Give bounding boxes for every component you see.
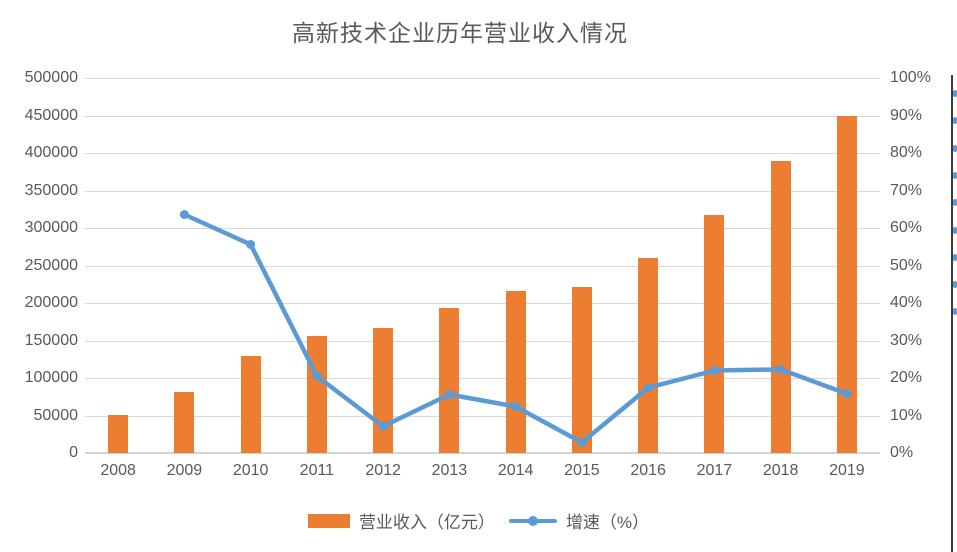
legend: 营业收入（亿元） 增速（%）: [0, 508, 957, 533]
growth-line-series: [179, 210, 852, 447]
bar-2019: [836, 115, 857, 453]
chart-title: 高新技术企业历年营业收入情况: [292, 21, 628, 46]
growth-line-marker: [378, 421, 388, 431]
x-tick-label-2012: 2012: [365, 462, 401, 479]
growth-line-marker: [246, 240, 256, 249]
y-left-tick-label: 350000: [24, 181, 78, 199]
bar-2015: [571, 286, 592, 453]
y-right-tick-label: 70%: [890, 181, 923, 199]
gridline: [85, 228, 880, 229]
bar-2013: [439, 308, 460, 453]
y-right-tick-label: 50%: [890, 256, 923, 274]
y-right-tick-label: 40%: [890, 294, 923, 311]
gridline: [85, 153, 880, 154]
edge-mark-icon: [953, 199, 957, 207]
gridline: [85, 340, 880, 342]
growth-line-marker: [643, 383, 653, 393]
x-tick-label-2014: 2014: [497, 462, 534, 479]
y-left-tick-label: 250000: [24, 256, 78, 274]
y-right-tick-label: 90%: [890, 106, 923, 124]
x-axis-line: [85, 452, 880, 454]
y-left-tick-label: 100000: [24, 369, 78, 386]
growth-swatch-icon: [508, 515, 557, 526]
edge-mark-icon: [953, 117, 957, 125]
legend-item-growth: 增速（%）: [508, 508, 650, 533]
right-border-line: [951, 75, 953, 552]
bar-2018: [770, 161, 791, 453]
edge-mark-icon: [953, 90, 957, 97]
plot-area: 0 50000 100000 150000 200000 250000 300000 3500…: [25, 69, 931, 479]
growth-line-marker: [312, 371, 322, 381]
growth-line-marker: [842, 389, 852, 399]
edge-mark-icon: [953, 253, 957, 261]
x-tick-label-2008: 2008: [100, 462, 136, 479]
gridline: [85, 303, 880, 304]
y-left-tick-label: 50000: [33, 406, 79, 424]
y-right-tick-label: 80%: [890, 144, 923, 161]
y-right-tick-label: 60%: [890, 219, 923, 236]
edge-mark-icon: [953, 171, 957, 179]
bar-2008: [108, 414, 129, 453]
y-left-tick-label: 400000: [24, 144, 78, 161]
y-right-tick-label: 100%: [890, 69, 931, 86]
y-left-tick-label: 200000: [24, 294, 78, 311]
y-right-tick-label: 30%: [890, 331, 923, 349]
gridline: [85, 378, 880, 379]
y-right-tick-label: 10%: [890, 406, 923, 424]
edge-mark-icon: [953, 226, 957, 234]
edge-mark-icon: [953, 281, 957, 289]
revenue-swatch-icon: [307, 513, 350, 528]
gridline: [85, 78, 880, 79]
y-left-tick-label: 500000: [24, 69, 78, 86]
y-left-tick-label: 450000: [24, 106, 78, 124]
y-left-tick-label: 150000: [24, 331, 78, 349]
y-left-tick-label: 300000: [24, 219, 78, 236]
bar-2009: [174, 391, 195, 453]
x-tick-label-2017: 2017: [696, 462, 733, 479]
x-tick-label-2010: 2010: [232, 462, 269, 479]
edge-mark-icon: [953, 144, 957, 152]
x-tick-label-2019: 2019: [829, 462, 865, 479]
bar-2017: [704, 214, 725, 453]
x-tick-label-2015: 2015: [564, 462, 600, 479]
bar-2016: [638, 258, 659, 453]
gridline: [85, 115, 880, 117]
gridline: [85, 190, 880, 192]
growth-line-marker: [511, 402, 521, 411]
legend-label-revenue: 营业收入（亿元）: [358, 513, 495, 532]
bar-2010: [240, 355, 261, 453]
growth-line-marker: [709, 366, 719, 375]
legend-label-growth: 增速（%）: [565, 513, 650, 532]
growth-line-marker: [776, 364, 786, 374]
legend-item-revenue: 营业收入（亿元）: [307, 508, 495, 533]
x-tick-label-2013: 2013: [431, 462, 468, 479]
x-tick-label-2011: 2011: [299, 462, 335, 479]
x-tick-label-2018: 2018: [762, 462, 799, 479]
x-tick-label-2016: 2016: [630, 462, 666, 479]
bar-2014: [505, 291, 526, 453]
growth-line-marker: [179, 210, 189, 219]
growth-line-marker: [577, 438, 587, 447]
x-tick-label-2009: 2009: [166, 462, 203, 479]
y-left-tick-label: 0: [69, 444, 78, 461]
gridline: [85, 415, 880, 417]
y-right-tick-label: 20%: [890, 369, 923, 386]
gridline: [85, 265, 880, 267]
y-right-tick-label: 0%: [890, 444, 914, 461]
growth-line-marker: [444, 390, 454, 399]
edge-mark-icon: [953, 308, 957, 316]
growth-swatch-dot-icon: [527, 515, 538, 526]
